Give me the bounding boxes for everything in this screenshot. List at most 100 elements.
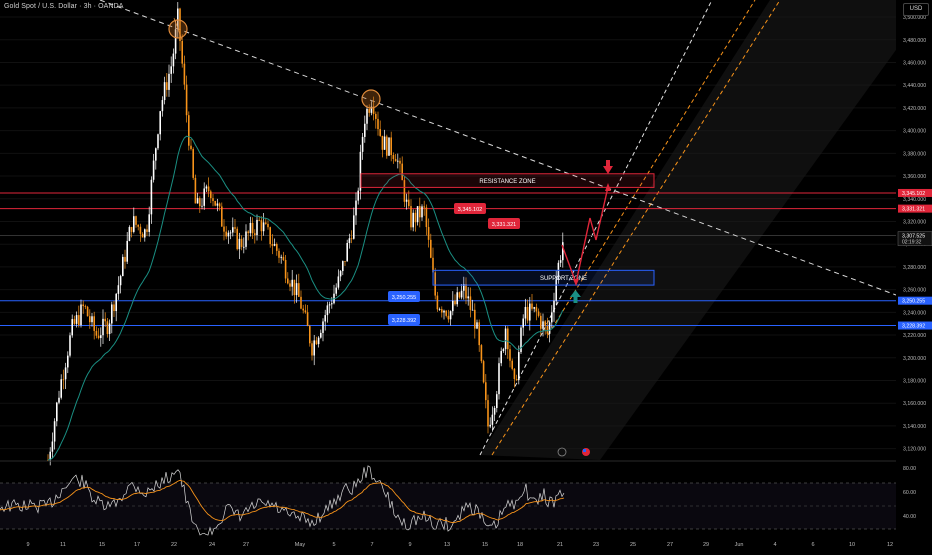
candle-body (476, 322, 478, 329)
x-tick-label: 12 (887, 542, 893, 548)
candle-body (258, 219, 260, 221)
candle-body (49, 451, 51, 461)
candle-body (540, 315, 542, 329)
projection-arrowhead (573, 279, 579, 286)
candle-body (210, 191, 212, 199)
candle-body (199, 198, 201, 207)
price-tag (898, 204, 932, 213)
y-tick-label: 3,160.000 (903, 401, 926, 407)
candle-body (498, 363, 500, 395)
candle-body (214, 201, 216, 206)
candle-body (544, 321, 546, 326)
price-tag (898, 188, 932, 197)
rsi-tick-label: 80.00 (903, 466, 916, 472)
candle-body (150, 179, 153, 215)
x-tick-label: 11 (60, 542, 66, 548)
candle-body (71, 319, 73, 336)
candle-body (188, 115, 190, 146)
zone-price-tag (388, 291, 420, 302)
candle-body (322, 321, 324, 333)
candle-body (168, 73, 170, 90)
candle-body (203, 188, 205, 206)
candle-body (454, 300, 456, 305)
candle-body (471, 309, 474, 311)
candle-body (397, 160, 399, 162)
candle-body (201, 205, 203, 207)
candle-body (513, 368, 516, 380)
candle-body (344, 261, 346, 262)
candle-body (192, 148, 194, 178)
candle-body (113, 304, 115, 312)
candle-body (130, 227, 133, 232)
candle-body (106, 321, 109, 335)
candle-body (394, 159, 397, 162)
candle-body (526, 306, 529, 321)
candle-body (467, 296, 469, 299)
candle-body (163, 82, 166, 101)
candle-body (557, 262, 560, 280)
y-tick-label: 3,180.000 (903, 378, 926, 384)
x-tick-label: 15 (482, 542, 488, 548)
candle-body (419, 206, 421, 218)
candle-body (458, 292, 461, 298)
x-tick-label: 18 (517, 542, 523, 548)
rsi-tick-label: 60.00 (903, 490, 916, 496)
candle-body (463, 284, 465, 291)
candle-body (357, 190, 359, 201)
candle-body (502, 349, 505, 352)
candle-body (520, 327, 522, 353)
sell-arrow-icon (603, 166, 613, 174)
candle-body (269, 227, 271, 245)
candle-body (487, 400, 489, 427)
candle-body (122, 256, 124, 277)
candle-body (73, 319, 76, 324)
candle-body (524, 306, 527, 319)
channel-mid-line (491, 0, 781, 456)
candle-body (181, 40, 183, 64)
candle-body (245, 231, 247, 247)
candle-body (247, 231, 249, 234)
resistance-zone (360, 173, 655, 188)
zone-price-tag (488, 218, 520, 229)
candle-body (456, 292, 458, 305)
candle-body (359, 151, 362, 191)
x-tick-label: 25 (630, 542, 636, 548)
candle-body (410, 206, 412, 228)
candle-body (190, 145, 192, 149)
candle-body (390, 137, 392, 156)
price-tag (897, 231, 932, 246)
x-tick-label: 10 (849, 542, 855, 548)
candle-body (146, 229, 148, 232)
x-tick-label: 5 (332, 542, 335, 548)
candle-body (135, 216, 137, 225)
candle-body (58, 397, 60, 403)
candle-body (408, 199, 410, 207)
candle-body (287, 278, 289, 284)
candle-body (339, 271, 342, 277)
x-tick-label: 24 (209, 542, 215, 548)
candle-body (232, 227, 234, 233)
candle-body (179, 8, 181, 41)
zone-price-tag-text: 3,345.102 (458, 207, 482, 213)
candle-body (86, 306, 89, 317)
candle-body (141, 233, 144, 238)
candle-body (157, 134, 159, 149)
candle-body (559, 260, 562, 263)
candle-body (256, 219, 258, 236)
price-tag-text: 3,228.392 (902, 324, 925, 330)
candle-body (423, 206, 425, 208)
currency-button[interactable]: USD (903, 3, 929, 16)
candle-body (80, 304, 82, 326)
candle-body (430, 239, 432, 258)
x-tick-label: 7 (370, 542, 373, 548)
candle-body (95, 330, 98, 336)
candle-body (60, 379, 62, 398)
candle-body (386, 136, 388, 156)
candle-body (427, 227, 430, 240)
support-zone (432, 269, 655, 286)
candle-body (229, 232, 232, 234)
candle-body (108, 323, 111, 335)
candle-body (273, 244, 276, 246)
